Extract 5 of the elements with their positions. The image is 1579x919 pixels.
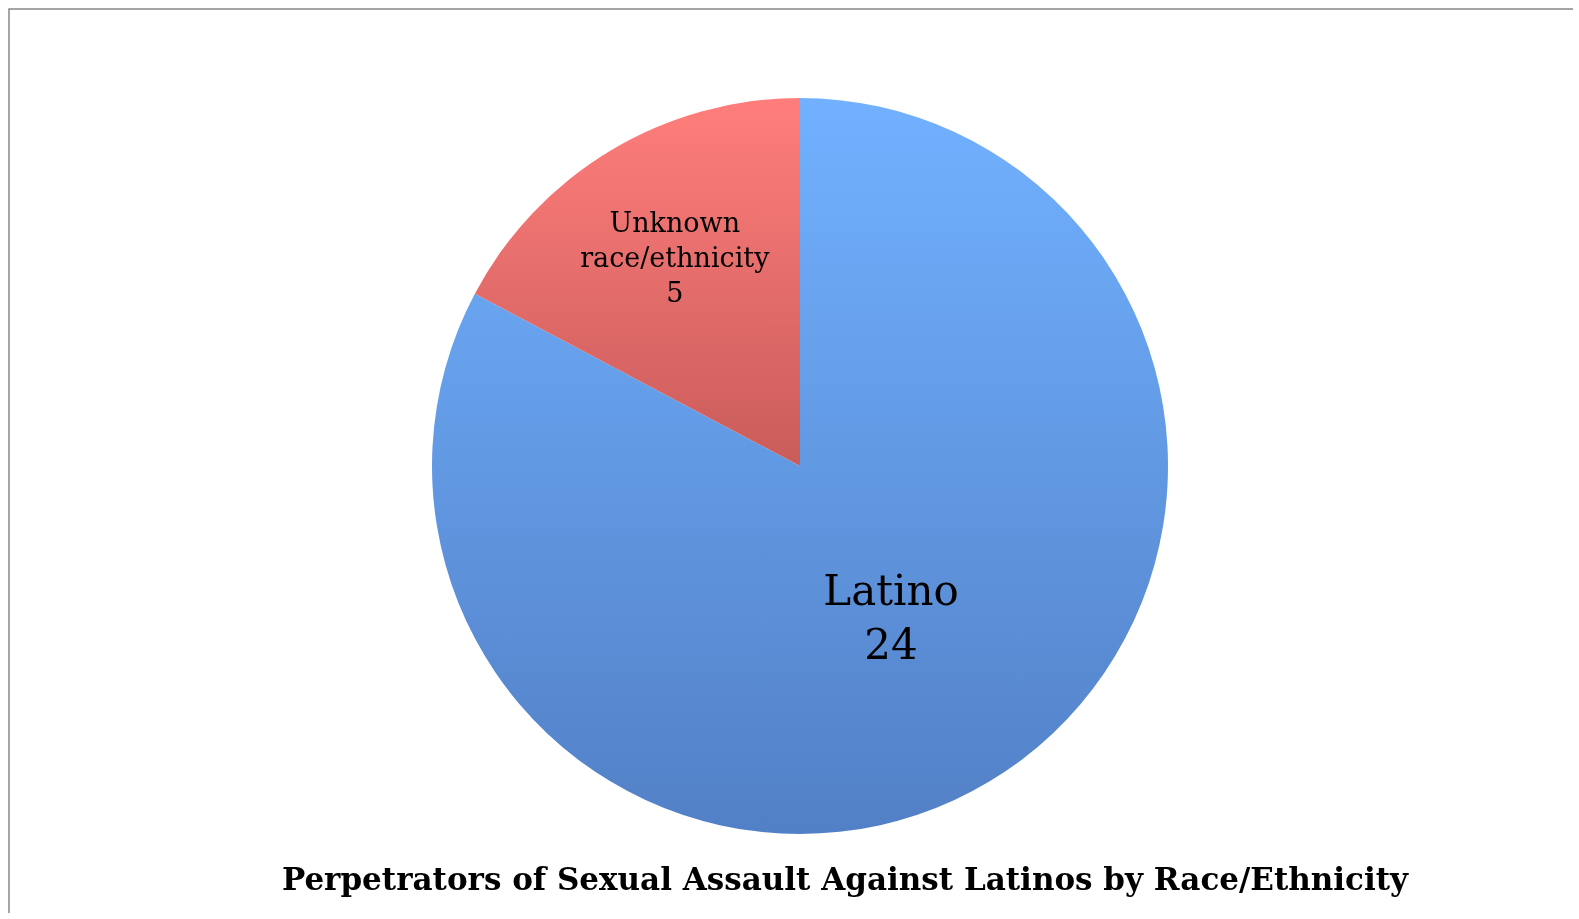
data-label: 24 xyxy=(864,620,918,670)
data-label: 5 xyxy=(666,277,684,309)
slice-label: Latino xyxy=(823,565,959,615)
text: Perpetrators of Sexual Assault Against Latinos by Race/Ethnicity xyxy=(281,861,1410,897)
slice-label: Unknown race/ethnicity xyxy=(580,207,771,274)
